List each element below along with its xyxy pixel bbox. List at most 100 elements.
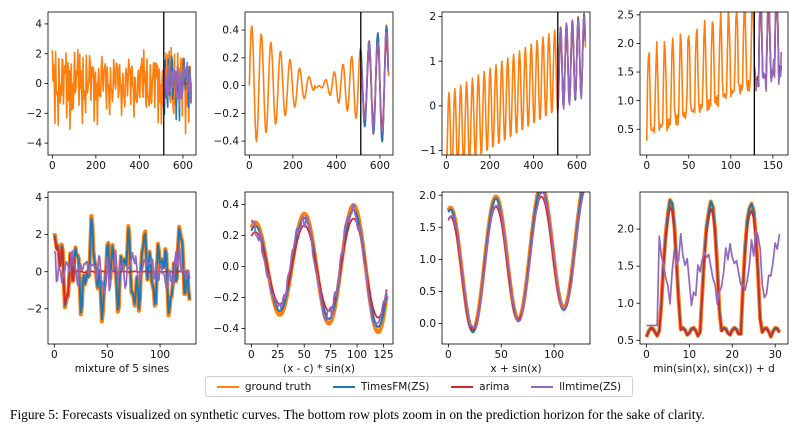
panel-5-series [52,213,192,324]
y-tick-label: 1 [429,56,436,68]
legend: ground truth TimesFM(ZS) arima llmtime(Z… [205,376,633,397]
y-tick-label: 4 [35,19,42,31]
legend-label-llmtime: llmtime(ZS) [559,380,622,393]
x-tick-label: 100 [721,160,741,172]
y-tick-label: −2 [27,303,42,315]
axes-frame [441,191,591,345]
series-line-llmtime-zs [754,12,783,92]
x-tick-label: 50 [495,349,508,361]
y-tick-label: 2 [429,11,436,23]
x-tick-label: 50 [298,349,311,361]
legend-swatch-ground-truth [216,385,239,388]
x-tick-label: 200 [283,160,303,172]
x-tick-label: 600 [567,160,587,172]
x-tick-label: 600 [370,160,390,172]
legend-swatch-arima [451,385,474,388]
series-line-llmtime-zs [646,229,781,327]
panel-7: 0 50 100 0.0 0.5 1.0 1.5 2.0 x + sin(x) [419,190,591,375]
x-axis-label: x + sin(x) [490,363,541,375]
y-tick-label: −4 [27,138,43,150]
x-tick-label: 50 [101,349,114,361]
panel-8-series [644,198,782,339]
series-line-llmtime-zs [53,244,191,294]
x-tick-label: 0 [643,160,650,172]
figure-caption: Figure 5: Forecasts visualized on synthe… [10,407,705,422]
y-tick-label: 0 [35,266,42,278]
y-tick-label: 2.5 [617,9,634,21]
series-line-arima [645,206,781,338]
panel-6: 0 25 50 75 100 125 −0.4 −0.2 0.0 0.2 0.4 (x - c) * … [214,191,394,375]
y-tick-label: 0.2 [222,52,239,64]
axes-frame [244,191,394,345]
x-tick-label: 10 [683,349,696,361]
y-tick-label: 2.0 [617,38,634,50]
y-tick-label: −0.2 [214,108,240,120]
x-tick-label: 30 [768,349,781,361]
x-tick-label: 100 [150,349,170,361]
x-tick-label: 0 [49,160,56,172]
y-tick-label: 2.0 [419,190,436,202]
y-tick-label: −0.4 [214,136,240,148]
x-tick-label: 25 [271,349,284,361]
x-tick-label: 100 [544,349,564,361]
y-tick-label: 1.5 [617,261,634,273]
series-line-llmtime-zs [556,15,587,113]
y-tick-label: 1.5 [419,222,436,234]
panel-2: 0 200 400 600 −0.4 −0.2 0.0 0.2 0.4 [214,11,394,172]
series-line-llmtime-zs [359,31,390,133]
x-tick-label: 600 [173,160,193,172]
panel-3: 0 200 400 600 −1 0 1 2 [421,11,591,172]
x-tick-label: 200 [480,160,500,172]
y-tick-label: −2 [27,108,42,120]
y-tick-label: 0.4 [222,25,239,37]
y-tick-label: 0 [429,100,436,112]
legend-item-ground-truth: ground truth [216,380,312,393]
y-tick-label: 2.0 [617,224,634,236]
x-tick-label: 400 [326,160,346,172]
y-tick-label: 1.5 [617,67,634,79]
x-tick-label: 0 [246,160,253,172]
panel-1-series [51,46,193,135]
y-tick-label: −0.2 [214,292,240,304]
legend-label-timesfm: TimesFM(ZS) [361,380,430,393]
legend-label-ground-truth: ground truth [244,380,312,393]
y-tick-label: 0.5 [617,335,634,347]
y-tick-label: 4 [35,192,42,204]
legend-item-arima: arima [451,381,509,393]
y-tick-label: 0.0 [222,80,239,92]
x-tick-label: 100 [347,349,367,361]
legend-label-arima: arima [479,380,510,393]
x-tick-label: 0 [445,349,452,361]
legend-item-timesfm: TimesFM(ZS) [333,381,429,393]
y-tick-label: 0.2 [222,230,239,242]
y-tick-label: 0.5 [617,124,634,136]
panel-4: 0 50 100 150 0.5 1.0 1.5 2.0 2.5 [617,9,789,172]
panel-1: 0 200 400 600 −4 −2 0 2 4 [27,11,197,172]
y-tick-label: 1.0 [617,95,634,107]
axes-frame [639,191,789,345]
panel-2-series [248,24,390,143]
axes-frame [441,11,591,156]
x-tick-label: 20 [726,349,739,361]
x-tick-label: 0 [443,160,450,172]
x-tick-label: 125 [373,349,393,361]
y-tick-label: 0.5 [419,286,436,298]
y-tick-label: 2 [35,229,42,241]
y-tick-label: −0.4 [214,323,240,335]
x-tick-label: 200 [86,160,106,172]
y-tick-label: 0.4 [222,199,239,211]
series-line-llmtime-zs [447,192,585,330]
legend-swatch-timesfm [333,385,356,388]
x-axis-label: mixture of 5 sines [75,363,169,375]
y-tick-label: 2 [35,48,42,60]
series-line-llmtime-zs [250,203,388,327]
y-tick-label: −1 [421,145,436,157]
x-axis-label: min(sin(x), sin(cx)) + d [653,363,774,375]
x-tick-label: 75 [324,349,337,361]
y-tick-label: 1.0 [419,254,436,266]
y-tick-label: 0.0 [222,261,239,273]
panel-8: 0 10 20 30 0.5 1.0 1.5 2.0 min(sin(x), sin(cx)) … [617,191,789,375]
x-axis-label: (x - c) * sin(x) [283,363,355,375]
y-tick-label: 1.0 [617,298,634,310]
legend-swatch-llmtime [531,385,554,388]
